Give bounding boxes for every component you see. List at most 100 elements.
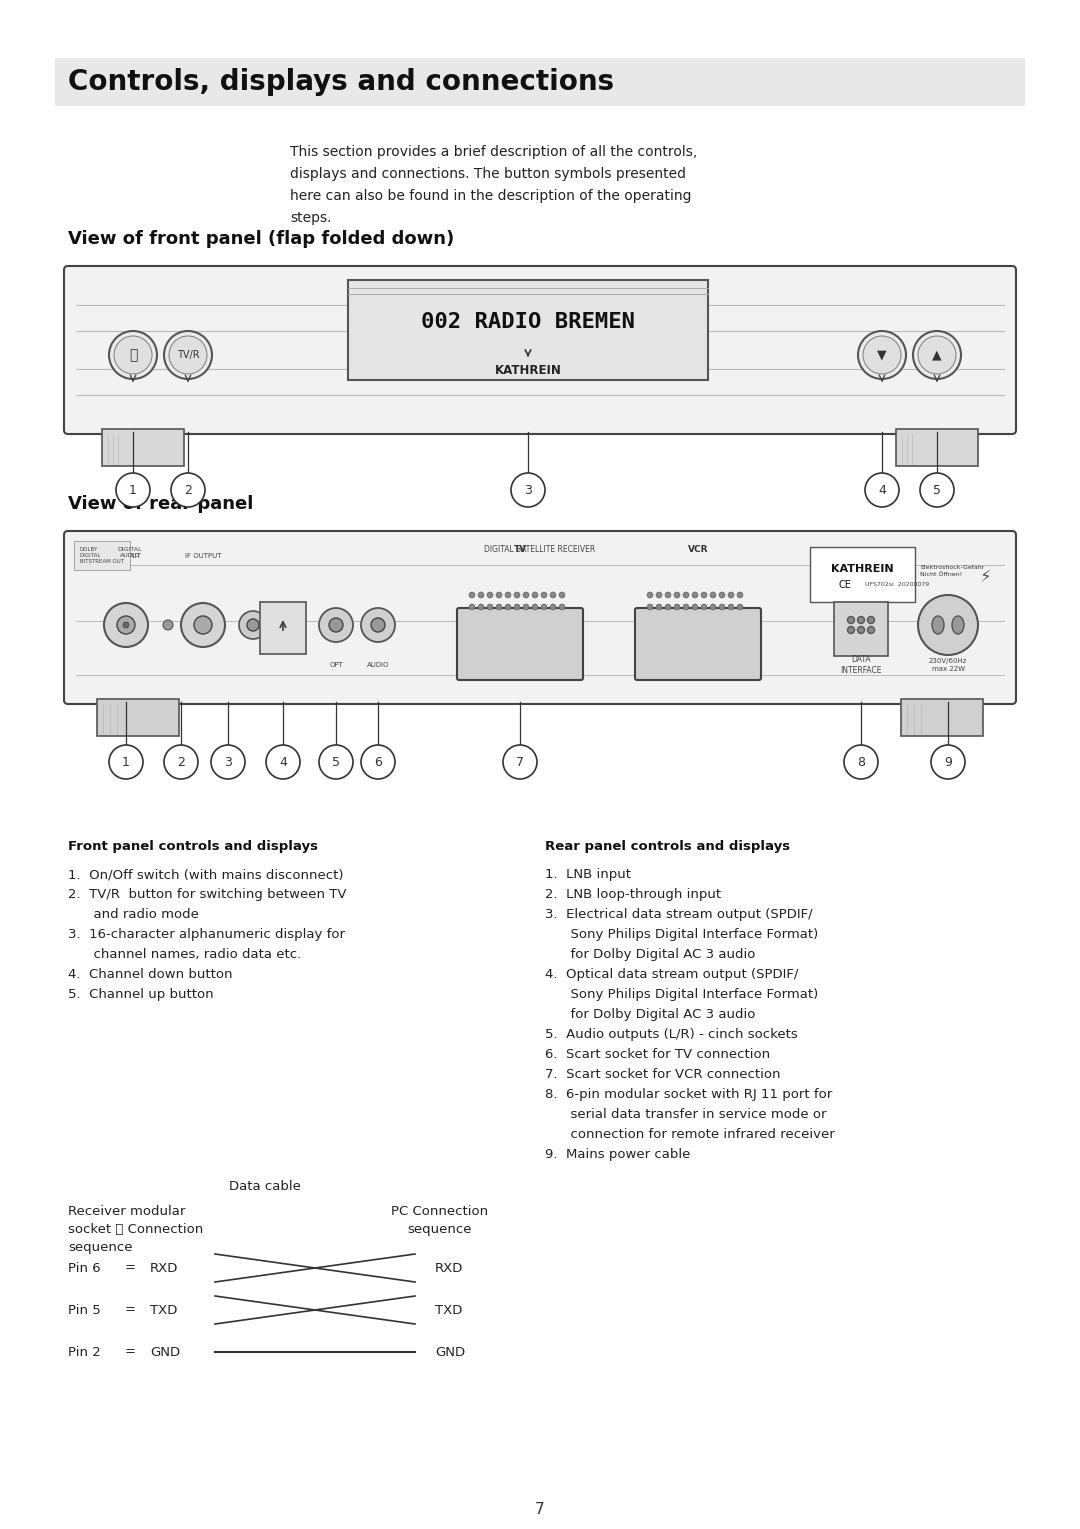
Circle shape bbox=[728, 604, 734, 610]
Circle shape bbox=[710, 592, 716, 598]
Circle shape bbox=[737, 592, 743, 598]
Ellipse shape bbox=[951, 616, 964, 635]
Circle shape bbox=[478, 592, 484, 598]
Text: 2: 2 bbox=[177, 755, 185, 769]
Circle shape bbox=[931, 745, 966, 778]
Text: channel names, radio data etc.: channel names, radio data etc. bbox=[68, 948, 301, 962]
Circle shape bbox=[505, 604, 511, 610]
FancyBboxPatch shape bbox=[635, 609, 761, 680]
Text: 2.  LNB loop-through input: 2. LNB loop-through input bbox=[545, 888, 721, 901]
Circle shape bbox=[104, 602, 148, 647]
Circle shape bbox=[848, 616, 854, 624]
Text: 4.  Optical data stream output (SPDIF/: 4. Optical data stream output (SPDIF/ bbox=[545, 968, 798, 982]
Circle shape bbox=[361, 745, 395, 778]
Text: 2.  TV/R  button for switching between TV: 2. TV/R button for switching between TV bbox=[68, 888, 347, 901]
FancyBboxPatch shape bbox=[348, 280, 708, 381]
Circle shape bbox=[514, 592, 519, 598]
Text: Front panel controls and displays: Front panel controls and displays bbox=[68, 839, 318, 853]
Text: and radio mode: and radio mode bbox=[68, 908, 199, 920]
Text: TXD: TXD bbox=[435, 1304, 462, 1316]
FancyBboxPatch shape bbox=[102, 430, 184, 466]
FancyBboxPatch shape bbox=[901, 699, 983, 735]
Circle shape bbox=[719, 604, 725, 610]
Text: View of rear panel: View of rear panel bbox=[68, 495, 254, 514]
Text: Sony Philips Digital Interface Format): Sony Philips Digital Interface Format) bbox=[545, 988, 819, 1001]
Circle shape bbox=[858, 330, 906, 379]
FancyBboxPatch shape bbox=[97, 699, 179, 735]
FancyBboxPatch shape bbox=[810, 547, 915, 602]
Circle shape bbox=[163, 619, 173, 630]
Circle shape bbox=[683, 592, 689, 598]
Text: AUDIO: AUDIO bbox=[367, 662, 389, 668]
Text: DATA
INTERFACE: DATA INTERFACE bbox=[840, 654, 881, 674]
Text: 9.  Mains power cable: 9. Mains power cable bbox=[545, 1148, 690, 1161]
Circle shape bbox=[164, 330, 212, 379]
Text: 5.  Channel up button: 5. Channel up button bbox=[68, 988, 214, 1001]
Text: 6: 6 bbox=[374, 755, 382, 769]
Circle shape bbox=[867, 616, 875, 624]
Circle shape bbox=[116, 472, 150, 508]
Text: 4.  Channel down button: 4. Channel down button bbox=[68, 968, 232, 982]
FancyBboxPatch shape bbox=[457, 609, 583, 680]
Text: DIGITAL
AUDIO: DIGITAL AUDIO bbox=[118, 547, 143, 558]
Circle shape bbox=[247, 619, 259, 631]
Text: =: = bbox=[125, 1261, 136, 1275]
Circle shape bbox=[728, 592, 734, 598]
Circle shape bbox=[867, 627, 875, 633]
Circle shape bbox=[541, 592, 546, 598]
Circle shape bbox=[920, 472, 954, 508]
Text: RXD: RXD bbox=[150, 1261, 178, 1275]
Text: 4: 4 bbox=[279, 755, 287, 769]
Text: VCR: VCR bbox=[688, 546, 708, 555]
Text: 3.  Electrical data stream output (SPDIF/: 3. Electrical data stream output (SPDIF/ bbox=[545, 908, 812, 920]
Text: TXD: TXD bbox=[150, 1304, 177, 1316]
Circle shape bbox=[913, 330, 961, 379]
Text: Rear panel controls and displays: Rear panel controls and displays bbox=[545, 839, 791, 853]
Text: 7: 7 bbox=[536, 1503, 544, 1517]
Circle shape bbox=[674, 604, 680, 610]
Text: TV: TV bbox=[513, 546, 527, 555]
Circle shape bbox=[523, 592, 529, 598]
Text: 6.  Scart socket for TV connection: 6. Scart socket for TV connection bbox=[545, 1047, 770, 1061]
Circle shape bbox=[550, 592, 556, 598]
Text: 1: 1 bbox=[122, 755, 130, 769]
Text: 8: 8 bbox=[858, 755, 865, 769]
Circle shape bbox=[656, 604, 662, 610]
Circle shape bbox=[487, 604, 492, 610]
Circle shape bbox=[478, 604, 484, 610]
Circle shape bbox=[710, 604, 716, 610]
Text: connection for remote infrared receiver: connection for remote infrared receiver bbox=[545, 1128, 835, 1141]
Text: PC Connection: PC Connection bbox=[391, 1205, 488, 1219]
Circle shape bbox=[858, 627, 864, 633]
Circle shape bbox=[674, 592, 680, 598]
Text: 2: 2 bbox=[184, 483, 192, 497]
Text: displays and connections. The button symbols presented: displays and connections. The button sym… bbox=[291, 167, 686, 180]
Text: 9: 9 bbox=[944, 755, 951, 769]
Text: here can also be found in the description of the operating: here can also be found in the descriptio… bbox=[291, 190, 691, 203]
Text: 5: 5 bbox=[332, 755, 340, 769]
Circle shape bbox=[692, 604, 698, 610]
Circle shape bbox=[171, 472, 205, 508]
Text: for Dolby Digital AC 3 audio: for Dolby Digital AC 3 audio bbox=[545, 1008, 755, 1021]
Text: RXD: RXD bbox=[435, 1261, 463, 1275]
Text: Data cable: Data cable bbox=[229, 1180, 301, 1193]
Text: DIGITAL SATELLITE RECEIVER: DIGITAL SATELLITE RECEIVER bbox=[484, 544, 596, 553]
Text: 230V/60Hz
max 22W: 230V/60Hz max 22W bbox=[929, 659, 968, 671]
Circle shape bbox=[532, 592, 538, 598]
Ellipse shape bbox=[932, 616, 944, 635]
Circle shape bbox=[117, 616, 135, 635]
Text: 1.  On/Off switch (with mains disconnect): 1. On/Off switch (with mains disconnect) bbox=[68, 868, 343, 881]
Text: 3: 3 bbox=[524, 483, 532, 497]
Circle shape bbox=[503, 745, 537, 778]
Circle shape bbox=[469, 592, 475, 598]
Circle shape bbox=[701, 592, 707, 598]
Circle shape bbox=[858, 616, 864, 624]
Circle shape bbox=[559, 604, 565, 610]
Circle shape bbox=[211, 745, 245, 778]
Text: Sony Philips Digital Interface Format): Sony Philips Digital Interface Format) bbox=[545, 928, 819, 940]
Text: GND: GND bbox=[435, 1346, 465, 1358]
Circle shape bbox=[239, 612, 267, 639]
Circle shape bbox=[550, 604, 556, 610]
FancyBboxPatch shape bbox=[64, 266, 1016, 434]
Circle shape bbox=[647, 604, 653, 610]
